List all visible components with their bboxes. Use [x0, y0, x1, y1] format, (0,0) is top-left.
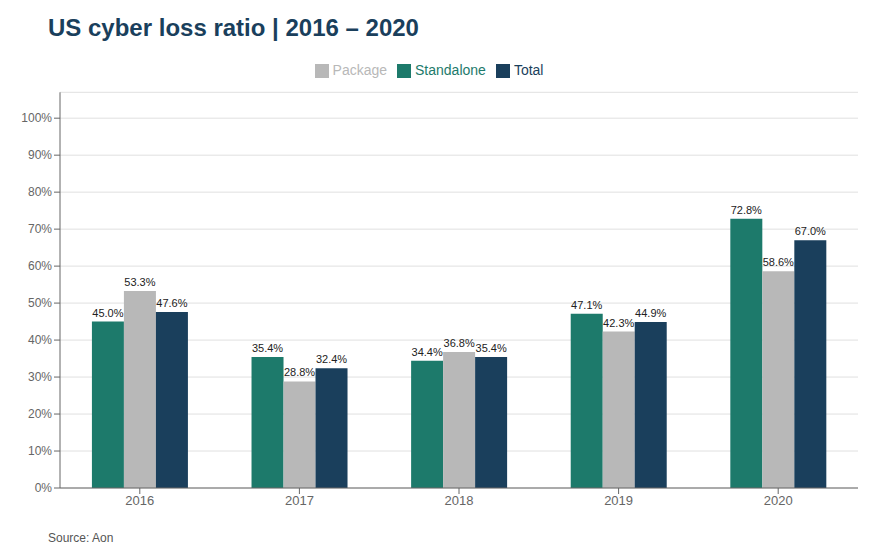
svg-text:40%: 40% [28, 333, 52, 347]
svg-text:67.0%: 67.0% [795, 225, 826, 237]
html-text:US cyber loss ratio | 2016 – 2: US cyber loss ratio | 2016 – 2020 [48, 14, 419, 41]
html-text:Source: Aon: Source: Aon [48, 531, 114, 545]
svg-text:58.6%: 58.6% [763, 256, 794, 268]
svg-text:45.0%: 45.0% [92, 307, 123, 319]
svg-text:30%: 30% [28, 370, 52, 384]
html-text:Standalone: Standalone [415, 62, 486, 78]
svg-text:36.8%: 36.8% [444, 337, 475, 349]
svg-text:2019: 2019 [604, 493, 633, 508]
svg-text:60%: 60% [28, 259, 52, 273]
svg-text:44.9%: 44.9% [635, 307, 666, 319]
svg-text:10%: 10% [28, 444, 52, 458]
svg-text:53.3%: 53.3% [124, 276, 155, 288]
svg-text:90%: 90% [28, 148, 52, 162]
svg-text:2016: 2016 [125, 493, 154, 508]
svg-text:72.8%: 72.8% [731, 204, 762, 216]
svg-text:100%: 100% [21, 111, 52, 125]
svg-text:35.4%: 35.4% [476, 342, 507, 354]
svg-text:2020: 2020 [764, 493, 793, 508]
svg-text:34.4%: 34.4% [412, 346, 443, 358]
svg-text:32.4%: 32.4% [316, 353, 347, 365]
svg-text:42.3%: 42.3% [603, 317, 634, 329]
svg-text:80%: 80% [28, 185, 52, 199]
svg-text:2017: 2017 [285, 493, 314, 508]
svg-text:50%: 50% [28, 296, 52, 310]
svg-text:35.4%: 35.4% [252, 342, 283, 354]
svg-text:28.8%: 28.8% [284, 366, 315, 378]
svg-text:0%: 0% [35, 481, 53, 495]
html-text:Package: Package [332, 62, 387, 78]
svg-text:70%: 70% [28, 222, 52, 236]
svg-text:47.6%: 47.6% [156, 297, 187, 309]
svg-text:20%: 20% [28, 407, 52, 421]
svg-text:47.1%: 47.1% [571, 299, 602, 311]
html-text:Total: Total [513, 62, 544, 78]
svg-text:2018: 2018 [445, 493, 474, 508]
